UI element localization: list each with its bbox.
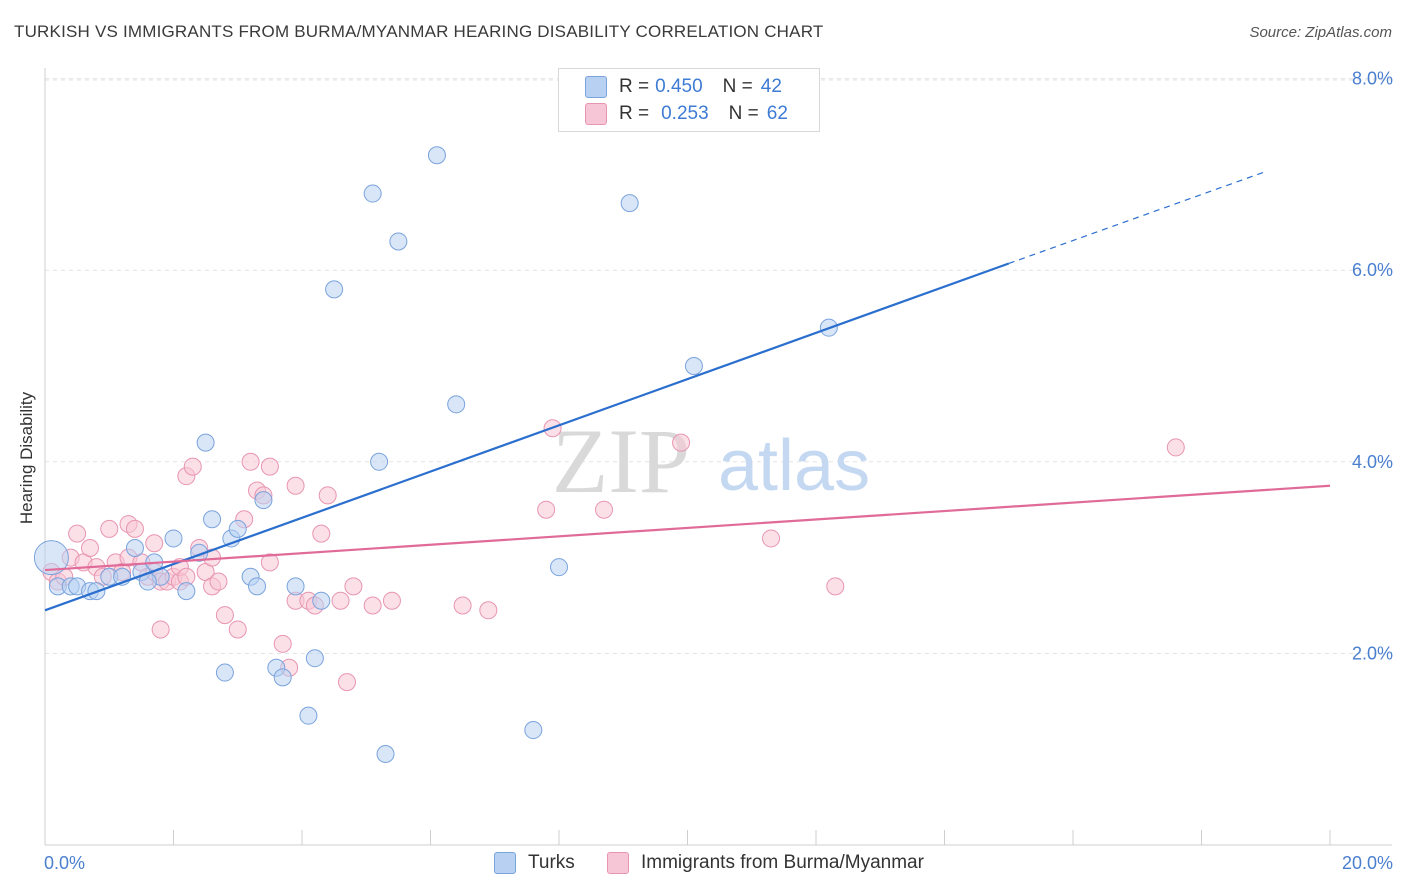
bottom-legend: Turks Immigrants from Burma/Myanmar [0,852,1406,878]
legend-r-label: R = [619,76,650,97]
chart-title: TURKISH VS IMMIGRANTS FROM BURMA/MYANMAR… [14,22,824,41]
trend-line-turks-extension [1008,170,1266,265]
point-turks [125,539,144,558]
point-turks [33,540,69,576]
point-burma [151,620,170,639]
point-turks [312,591,331,610]
legend-row-turks: R = 0.450 N = 42 [585,75,782,99]
legend-r-value-burma: 0.253 [661,103,709,124]
source-label: Source: ZipAtlas.com [1249,24,1392,41]
point-turks [254,491,273,510]
point-burma [228,620,247,639]
point-burma [68,524,87,543]
point-burma [479,601,498,620]
point-turks [286,577,305,596]
point-burma [80,539,99,558]
point-burma [312,524,331,543]
tick-labels: 2.0% 4.0% 6.0% 8.0% 0.0% 20.0% [44,69,1393,873]
point-turks [299,706,318,725]
bottom-legend-burma: Immigrants from Burma/Myanmar [607,852,924,874]
legend-n-value-burma: 62 [766,103,788,124]
point-turks [363,184,382,203]
y-tick-label: 4.0% [1352,452,1393,472]
point-turks [196,433,215,452]
point-burma [215,606,234,625]
point-turks [684,357,703,375]
watermark-atlas: atlas [718,426,870,506]
trend-line-burma [44,484,1331,572]
point-turks [376,744,395,763]
point-burma [537,500,556,519]
points [33,146,1185,763]
point-turks [524,721,543,740]
point-burma [209,572,228,591]
bottom-legend-swatch-burma [607,852,629,874]
point-turks [273,668,292,687]
point-turks [550,558,568,577]
y-tick-label: 8.0% [1352,69,1393,89]
point-burma [260,457,279,476]
y-tick-label: 2.0% [1352,643,1393,663]
legend-swatch-burma [585,103,607,125]
legend: R = 0.450 N = 42 R = 0.253 N = 62 [558,68,820,132]
point-turks [215,663,234,682]
point-turks [164,529,183,548]
bottom-legend-label-burma: Immigrants from Burma/Myanmar [641,852,924,873]
point-burma [337,673,356,692]
point-burma [241,452,260,471]
point-burma [273,634,292,653]
bottom-legend-swatch-turks [494,852,516,874]
point-turks [427,146,446,165]
point-burma [145,534,164,553]
point-burma [826,577,845,596]
bottom-legend-turks: Turks [494,852,575,874]
legend-n-label: N = [728,103,759,124]
y-tick-label: 6.0% [1352,260,1393,280]
point-burma [125,519,144,538]
x-tick-label: 20.0% [1342,853,1393,873]
point-turks [177,582,196,601]
point-burma [363,596,382,615]
point-burma [453,596,472,615]
point-burma [286,476,305,495]
point-burma [1166,438,1185,457]
watermark: ZIP atlas [552,410,870,512]
point-burma [331,591,350,610]
point-burma [183,457,202,476]
point-burma [762,529,781,548]
point-burma [382,591,401,610]
axes [44,68,1392,846]
point-turks [305,649,324,668]
point-turks [248,577,267,596]
point-turks [203,510,222,529]
point-turks [389,232,408,251]
grid [45,78,1392,654]
point-turks [447,395,466,414]
watermark-zip: ZIP [552,410,690,512]
point-burma [260,553,279,572]
legend-n-label: N = [722,76,753,97]
point-burma [594,500,613,519]
point-burma [344,577,363,596]
trend-lines [44,170,1331,612]
point-turks [325,280,344,299]
legend-swatch-turks [585,76,607,98]
legend-row-burma: R = 0.253 N = 62 [585,102,788,126]
legend-r-value-turks: 0.450 [655,76,703,97]
x-tick-label: 0.0% [44,853,85,873]
legend-n-value-turks: 42 [760,76,782,97]
point-burma [100,519,119,538]
point-turks [370,452,389,471]
trend-line-turks [44,262,1010,612]
point-burma [672,433,691,452]
point-burma [318,486,337,505]
bottom-legend-label-turks: Turks [528,852,575,873]
point-turks [228,519,247,538]
point-turks [620,194,639,213]
legend-r-label: R = [619,103,650,124]
